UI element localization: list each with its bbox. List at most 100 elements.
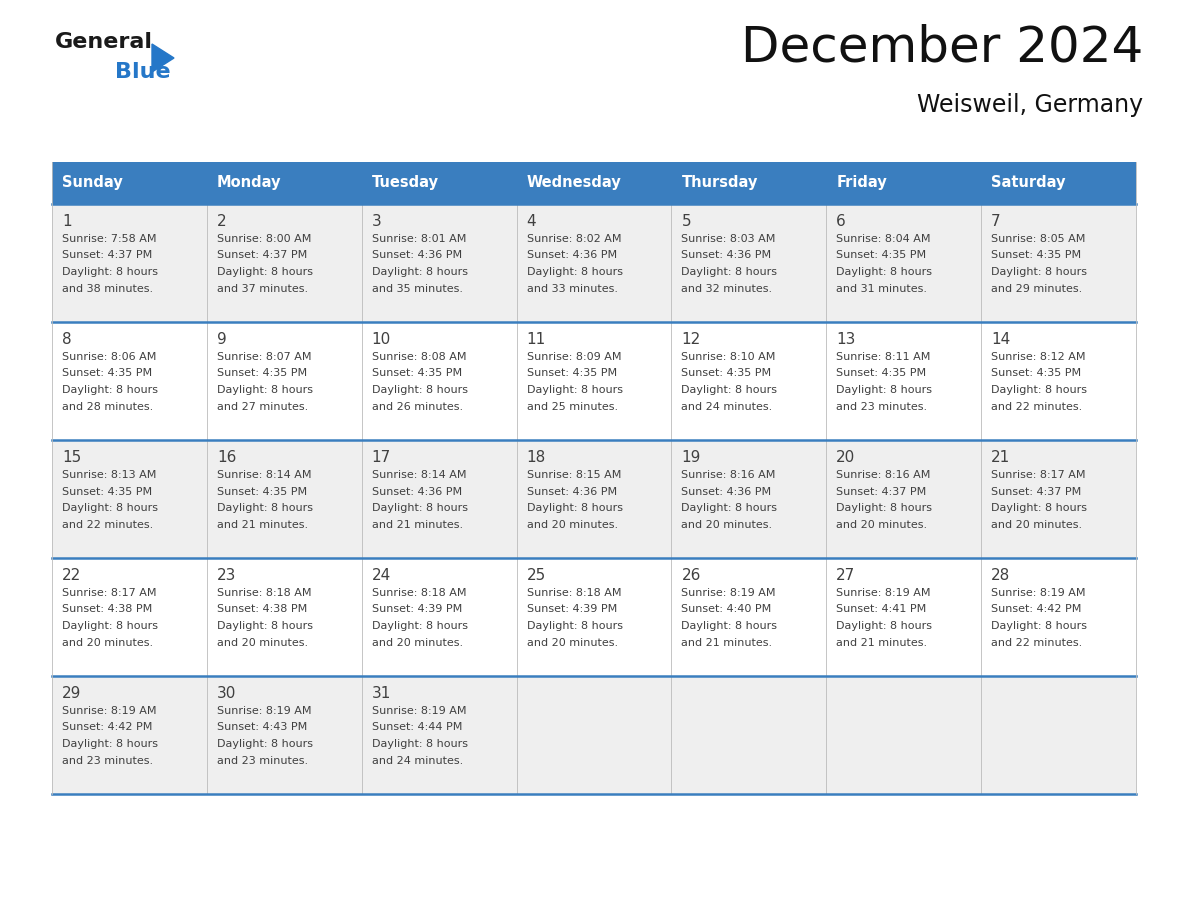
Text: 6: 6 — [836, 214, 846, 229]
Bar — [52, 204, 1136, 322]
Text: Sunrise: 8:04 AM: Sunrise: 8:04 AM — [836, 234, 930, 244]
Text: 22: 22 — [62, 568, 81, 583]
Text: and 21 minutes.: and 21 minutes. — [836, 637, 928, 647]
Text: Sunset: 4:42 PM: Sunset: 4:42 PM — [62, 722, 152, 733]
Text: 5: 5 — [682, 214, 691, 229]
Text: Daylight: 8 hours: Daylight: 8 hours — [217, 739, 312, 749]
Text: Sunset: 4:40 PM: Sunset: 4:40 PM — [682, 604, 772, 614]
Text: Sunrise: 8:19 AM: Sunrise: 8:19 AM — [62, 706, 157, 716]
Text: Daylight: 8 hours: Daylight: 8 hours — [62, 739, 158, 749]
Text: Daylight: 8 hours: Daylight: 8 hours — [372, 385, 468, 395]
Text: and 20 minutes.: and 20 minutes. — [372, 637, 463, 647]
Text: 9: 9 — [217, 332, 227, 347]
Text: Sunrise: 8:19 AM: Sunrise: 8:19 AM — [682, 588, 776, 598]
Text: Sunrise: 8:10 AM: Sunrise: 8:10 AM — [682, 352, 776, 362]
Text: Daylight: 8 hours: Daylight: 8 hours — [991, 503, 1087, 513]
Text: 25: 25 — [526, 568, 545, 583]
Text: 29: 29 — [62, 686, 81, 701]
Text: Weisweil, Germany: Weisweil, Germany — [917, 93, 1143, 117]
Text: and 21 minutes.: and 21 minutes. — [217, 520, 308, 530]
Text: Sunset: 4:39 PM: Sunset: 4:39 PM — [526, 604, 617, 614]
Text: and 22 minutes.: and 22 minutes. — [991, 637, 1082, 647]
Text: Sunset: 4:35 PM: Sunset: 4:35 PM — [372, 368, 462, 378]
Text: Sunrise: 8:02 AM: Sunrise: 8:02 AM — [526, 234, 621, 244]
Text: and 25 minutes.: and 25 minutes. — [526, 401, 618, 411]
Text: 10: 10 — [372, 332, 391, 347]
Text: Daylight: 8 hours: Daylight: 8 hours — [991, 621, 1087, 631]
Text: Sunset: 4:38 PM: Sunset: 4:38 PM — [217, 604, 308, 614]
Text: Sunset: 4:36 PM: Sunset: 4:36 PM — [526, 251, 617, 261]
Text: Daylight: 8 hours: Daylight: 8 hours — [62, 385, 158, 395]
Text: and 29 minutes.: and 29 minutes. — [991, 284, 1082, 294]
Text: Daylight: 8 hours: Daylight: 8 hours — [217, 621, 312, 631]
Bar — [52, 322, 1136, 440]
Text: Saturday: Saturday — [991, 175, 1066, 191]
Text: and 21 minutes.: and 21 minutes. — [682, 637, 772, 647]
Text: Sunset: 4:35 PM: Sunset: 4:35 PM — [62, 487, 152, 497]
Text: 1: 1 — [62, 214, 71, 229]
Text: Daylight: 8 hours: Daylight: 8 hours — [682, 267, 777, 277]
Text: Sunrise: 8:00 AM: Sunrise: 8:00 AM — [217, 234, 311, 244]
Text: and 33 minutes.: and 33 minutes. — [526, 284, 618, 294]
Text: 2: 2 — [217, 214, 227, 229]
Text: 19: 19 — [682, 450, 701, 465]
Text: Daylight: 8 hours: Daylight: 8 hours — [372, 621, 468, 631]
Text: Sunrise: 8:16 AM: Sunrise: 8:16 AM — [836, 470, 930, 480]
Text: and 20 minutes.: and 20 minutes. — [526, 637, 618, 647]
Text: and 22 minutes.: and 22 minutes. — [991, 401, 1082, 411]
Text: Sunday: Sunday — [62, 175, 122, 191]
Text: Sunrise: 8:17 AM: Sunrise: 8:17 AM — [991, 470, 1086, 480]
Text: Sunrise: 7:58 AM: Sunrise: 7:58 AM — [62, 234, 157, 244]
Text: Sunset: 4:35 PM: Sunset: 4:35 PM — [836, 251, 927, 261]
Text: 18: 18 — [526, 450, 545, 465]
Text: Daylight: 8 hours: Daylight: 8 hours — [682, 385, 777, 395]
Text: 7: 7 — [991, 214, 1000, 229]
Text: Wednesday: Wednesday — [526, 175, 621, 191]
Text: 15: 15 — [62, 450, 81, 465]
Text: Sunset: 4:36 PM: Sunset: 4:36 PM — [682, 251, 771, 261]
Text: Sunrise: 8:19 AM: Sunrise: 8:19 AM — [836, 588, 930, 598]
Text: Sunset: 4:43 PM: Sunset: 4:43 PM — [217, 722, 308, 733]
Text: Sunrise: 8:19 AM: Sunrise: 8:19 AM — [372, 706, 466, 716]
Text: Daylight: 8 hours: Daylight: 8 hours — [526, 621, 623, 631]
Text: Thursday: Thursday — [682, 175, 758, 191]
Text: and 38 minutes.: and 38 minutes. — [62, 284, 153, 294]
Text: Monday: Monday — [217, 175, 282, 191]
Text: 14: 14 — [991, 332, 1010, 347]
Text: Sunrise: 8:19 AM: Sunrise: 8:19 AM — [217, 706, 311, 716]
Text: Sunset: 4:36 PM: Sunset: 4:36 PM — [372, 487, 462, 497]
Text: General: General — [55, 32, 153, 52]
Text: Sunset: 4:36 PM: Sunset: 4:36 PM — [526, 487, 617, 497]
Text: Daylight: 8 hours: Daylight: 8 hours — [991, 267, 1087, 277]
Text: December 2024: December 2024 — [741, 24, 1143, 72]
Text: and 20 minutes.: and 20 minutes. — [991, 520, 1082, 530]
Text: 17: 17 — [372, 450, 391, 465]
Text: and 37 minutes.: and 37 minutes. — [217, 284, 308, 294]
Text: and 23 minutes.: and 23 minutes. — [836, 401, 928, 411]
Text: Sunset: 4:35 PM: Sunset: 4:35 PM — [991, 368, 1081, 378]
Text: and 21 minutes.: and 21 minutes. — [372, 520, 463, 530]
Text: Daylight: 8 hours: Daylight: 8 hours — [372, 739, 468, 749]
Text: Daylight: 8 hours: Daylight: 8 hours — [526, 503, 623, 513]
Text: and 31 minutes.: and 31 minutes. — [836, 284, 928, 294]
Text: Sunrise: 8:05 AM: Sunrise: 8:05 AM — [991, 234, 1086, 244]
Text: Sunrise: 8:18 AM: Sunrise: 8:18 AM — [372, 588, 466, 598]
Text: 21: 21 — [991, 450, 1010, 465]
Text: Daylight: 8 hours: Daylight: 8 hours — [526, 385, 623, 395]
Text: Daylight: 8 hours: Daylight: 8 hours — [372, 503, 468, 513]
Text: Daylight: 8 hours: Daylight: 8 hours — [217, 267, 312, 277]
Text: Tuesday: Tuesday — [372, 175, 438, 191]
Text: and 35 minutes.: and 35 minutes. — [372, 284, 462, 294]
Text: 11: 11 — [526, 332, 545, 347]
Text: 24: 24 — [372, 568, 391, 583]
Text: 3: 3 — [372, 214, 381, 229]
Text: Daylight: 8 hours: Daylight: 8 hours — [62, 621, 158, 631]
Text: Sunrise: 8:01 AM: Sunrise: 8:01 AM — [372, 234, 466, 244]
Text: and 32 minutes.: and 32 minutes. — [682, 284, 772, 294]
Text: Sunrise: 8:07 AM: Sunrise: 8:07 AM — [217, 352, 311, 362]
Text: 27: 27 — [836, 568, 855, 583]
Text: Sunset: 4:42 PM: Sunset: 4:42 PM — [991, 604, 1081, 614]
Text: 30: 30 — [217, 686, 236, 701]
Text: Daylight: 8 hours: Daylight: 8 hours — [217, 503, 312, 513]
Text: Sunrise: 8:19 AM: Sunrise: 8:19 AM — [991, 588, 1086, 598]
